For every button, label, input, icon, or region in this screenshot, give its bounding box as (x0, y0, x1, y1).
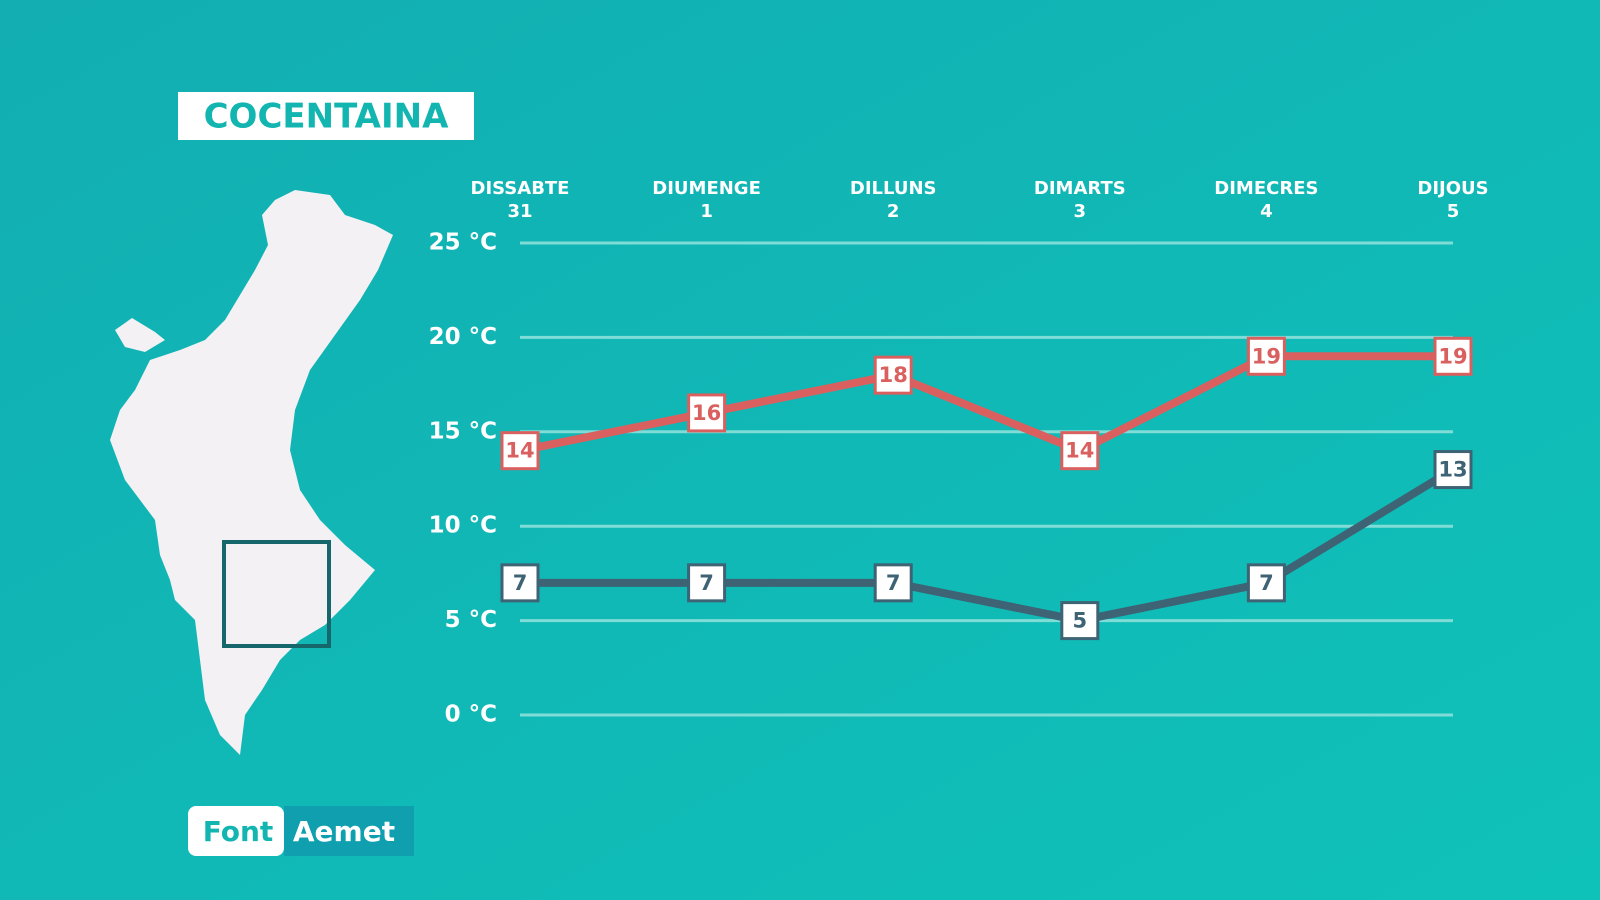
x-tick-date: 4 (1260, 201, 1273, 222)
source-name-box (284, 806, 414, 856)
x-tick-label: DIMARTS (1034, 178, 1126, 199)
point-marker (1433, 450, 1473, 490)
y-tick-label: 25 °C (429, 230, 497, 256)
point-marker (873, 355, 913, 395)
island (115, 318, 165, 352)
point-marker (1060, 431, 1100, 471)
source-label: Font (203, 815, 274, 848)
source-name: Aemet (293, 815, 395, 848)
x-tick-date: 3 (1074, 201, 1087, 222)
data-label: 19 (1438, 344, 1467, 368)
point-marker (1433, 336, 1473, 376)
x-tick-label: DIJOUS (1417, 178, 1488, 199)
data-label: 5 (1072, 609, 1087, 633)
point-marker (500, 563, 540, 603)
y-tick-label: 5 °C (445, 607, 497, 633)
point-marker (1246, 336, 1286, 376)
chart-title: COCENTAINA (204, 97, 449, 137)
point-marker (1060, 601, 1100, 641)
data-label: 7 (513, 571, 528, 595)
y-tick-label: 10 °C (429, 513, 497, 539)
data-label: 16 (692, 401, 721, 425)
data-label: 18 (879, 363, 908, 387)
data-label: 19 (1252, 344, 1281, 368)
x-tick-date: 5 (1447, 201, 1460, 222)
y-tick-label: 0 °C (445, 702, 497, 728)
data-label: 13 (1438, 458, 1467, 482)
location-box (222, 540, 331, 648)
x-tick-label: DILLUNS (850, 178, 937, 199)
y-tick-label: 20 °C (429, 324, 497, 350)
data-label: 14 (505, 439, 534, 463)
region-map (110, 190, 393, 755)
data-label: 7 (699, 571, 714, 595)
x-tick-label: DIUMENGE (652, 178, 761, 199)
title-box (178, 92, 474, 140)
point-marker (1246, 563, 1286, 603)
y-tick-label: 15 °C (429, 418, 497, 444)
point-marker (687, 393, 727, 433)
point-marker (687, 563, 727, 603)
point-marker (500, 431, 540, 471)
source-label-box (188, 806, 284, 856)
x-tick-date: 31 (507, 201, 532, 222)
data-label: 14 (1065, 439, 1094, 463)
x-tick-date: 2 (887, 201, 900, 222)
x-tick-label: DIMECRES (1214, 178, 1318, 199)
point-marker (873, 563, 913, 603)
x-tick-label: DISSABTE (471, 178, 570, 199)
data-label: 7 (1259, 571, 1274, 595)
series-line (520, 466, 1456, 625)
x-tick-date: 1 (700, 201, 713, 222)
series-line (519, 352, 1453, 456)
data-label: 7 (886, 571, 901, 595)
